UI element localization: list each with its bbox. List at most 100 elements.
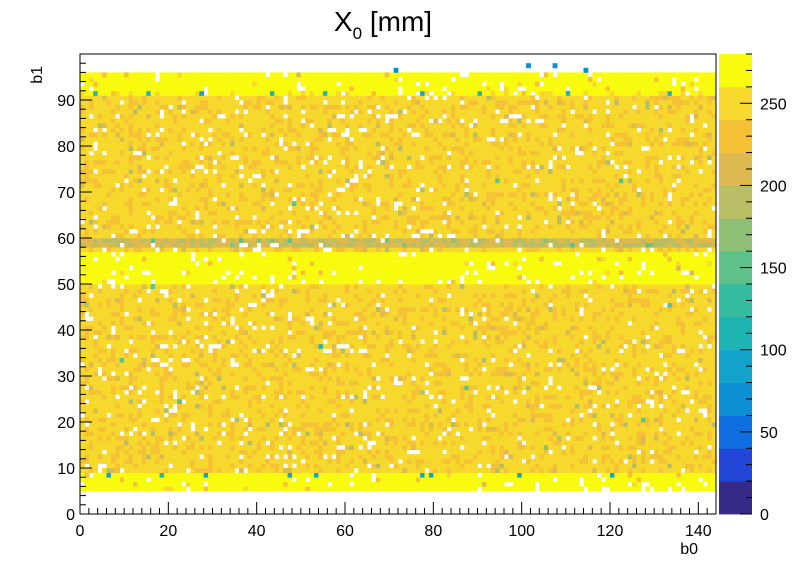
heatmap-cell — [685, 445, 690, 450]
heatmap-cell — [252, 408, 258, 414]
heatmap-cell — [640, 343, 646, 349]
heatmap-cell — [168, 320, 174, 326]
heatmap-cell — [486, 376, 492, 381]
heatmap-cell — [654, 422, 659, 427]
heatmap-cell — [172, 366, 178, 372]
heatmap-cell — [428, 440, 434, 446]
heatmap-cell — [398, 343, 403, 349]
heatmap-cell — [557, 486, 562, 492]
heatmap-cell — [168, 385, 174, 391]
heatmap-cell — [504, 357, 509, 363]
heatmap-cell — [172, 330, 178, 335]
heatmap-cell — [468, 385, 474, 391]
heatmap-cell — [353, 440, 359, 446]
heatmap-cell — [649, 431, 655, 437]
heatmap-cell — [141, 449, 147, 455]
heatmap-cell — [667, 389, 673, 395]
heatmap-cell — [557, 449, 562, 455]
heatmap-cell — [243, 422, 249, 427]
heatmap-cell — [159, 463, 165, 469]
heatmap-cell — [565, 431, 571, 437]
heatmap-cell — [561, 362, 567, 368]
heatmap-cell — [543, 376, 549, 381]
heatmap-cell — [663, 408, 668, 414]
heatmap-cell — [565, 353, 571, 358]
heatmap-cell — [353, 454, 359, 460]
heatmap-cell — [473, 343, 478, 349]
heatmap-cell — [640, 353, 646, 358]
heatmap-cell — [512, 431, 518, 437]
heatmap-cell — [561, 399, 567, 404]
heatmap-cell — [389, 408, 394, 414]
heatmap-cell — [367, 348, 372, 354]
heatmap-cell — [402, 385, 408, 391]
heatmap-cell — [128, 445, 134, 450]
heatmap-cell — [367, 339, 372, 345]
heatmap-cell — [596, 481, 602, 487]
heatmap-cell — [711, 394, 717, 400]
heatmap-cell — [574, 440, 580, 446]
heatmap-cell — [689, 343, 695, 349]
heatmap-cell — [468, 394, 474, 400]
heatmap-cell — [172, 468, 178, 473]
heatmap-cell — [212, 449, 218, 455]
heatmap-cell — [508, 435, 514, 441]
heatmap-cell — [172, 399, 178, 404]
heatmap-cell — [565, 408, 571, 414]
heatmap-cell — [216, 472, 222, 478]
heatmap-cell — [287, 348, 293, 354]
heatmap-cell — [517, 394, 523, 400]
heatmap-cell — [614, 477, 620, 483]
heatmap-cell — [543, 380, 549, 386]
heatmap-cell — [384, 408, 390, 414]
heatmap-cell — [243, 394, 249, 400]
heatmap-cell — [671, 472, 677, 478]
heatmap-cell — [292, 330, 297, 335]
heatmap-cell — [190, 366, 196, 372]
heatmap-cell — [102, 330, 107, 335]
heatmap-cell — [314, 399, 319, 404]
heatmap-cell — [190, 330, 196, 335]
heatmap-cell — [437, 426, 443, 432]
heatmap-cell — [137, 422, 143, 427]
heatmap-cell — [163, 422, 169, 427]
heatmap-cell — [106, 380, 112, 386]
heatmap-cell — [88, 481, 94, 487]
heatmap-cell — [133, 343, 138, 349]
heatmap-cell — [124, 422, 129, 427]
heatmap-cell — [512, 472, 518, 478]
heatmap-cell — [495, 357, 500, 363]
heatmap-cell — [495, 486, 500, 492]
heatmap-cell — [557, 343, 562, 349]
heatmap-cell — [459, 348, 465, 354]
heatmap-cell — [601, 468, 606, 473]
heatmap-cell — [115, 366, 121, 372]
heatmap-cell — [442, 412, 447, 418]
heatmap-cell — [119, 449, 125, 455]
heatmap-cell — [512, 330, 518, 335]
heatmap-cell — [548, 454, 553, 460]
heatmap-cell — [468, 366, 474, 372]
heatmap-cell — [93, 449, 99, 455]
heatmap-cell — [570, 371, 576, 377]
heatmap-cell — [203, 353, 209, 358]
heatmap-cell — [464, 468, 470, 473]
heatmap-cell — [345, 339, 350, 345]
heatmap-cell — [194, 366, 200, 372]
heatmap-cell — [181, 376, 187, 381]
heatmap-cell — [499, 348, 505, 354]
heatmap-cell — [239, 371, 244, 377]
heatmap-cell — [437, 389, 443, 395]
heatmap-cell — [658, 449, 664, 455]
heatmap-cell — [398, 366, 403, 372]
heatmap-cell — [367, 449, 372, 455]
heatmap-cell — [685, 403, 690, 409]
heatmap-cell — [433, 412, 439, 418]
heatmap-cell — [663, 477, 668, 483]
heatmap-cell — [557, 339, 562, 345]
heatmap-cell — [698, 399, 704, 404]
heatmap-cell — [565, 362, 571, 368]
heatmap-cell — [539, 348, 545, 354]
heatmap-cell — [159, 445, 165, 450]
heatmap-cell — [141, 454, 147, 460]
